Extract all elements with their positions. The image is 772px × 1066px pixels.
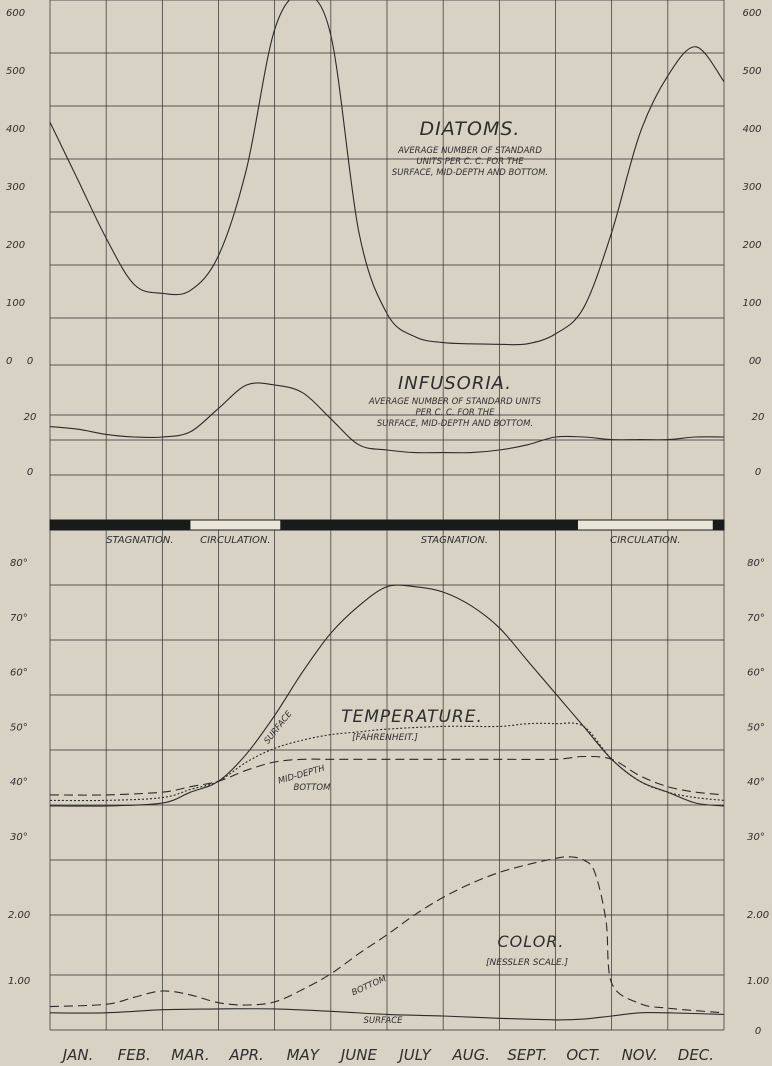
diatoms-ytick-left: 200: [6, 240, 25, 251]
temperature-ytick-right: 70°: [747, 613, 765, 624]
infusoria-ytick-right: 0: [755, 467, 761, 478]
infusoria-ytick-left: 0: [27, 356, 33, 367]
month-label: MAR.: [171, 1046, 209, 1064]
diatoms-ytick-left: 300: [6, 182, 25, 193]
diatoms-title: DIATOMS.: [420, 118, 521, 140]
month-label: JUNE: [338, 1046, 378, 1064]
infusoria-subtitle: AVERAGE NUMBER OF STANDARD UNITS: [368, 397, 542, 407]
diatoms-ytick-right: 300: [742, 182, 761, 193]
color-series-bottom: [49, 856, 725, 1014]
temperature-ytick-right: 80°: [747, 558, 765, 569]
season-bar: STAGNATION. CIRCULATION. STAGNATION. CIRCUL…: [49, 519, 725, 546]
temperature-series-mid-depth: [49, 722, 725, 802]
temperature-label-surface: SURFACE: [262, 709, 294, 746]
month-label: AUG.: [451, 1046, 490, 1064]
color-subtitle: [NESSLER SCALE.]: [486, 958, 569, 968]
temperature-ytick-left: 60°: [10, 668, 28, 679]
temperature-subtitle: [FAHRENHEIT.]: [352, 733, 418, 743]
infusoria-subtitle: PER C. C. FOR THE: [416, 408, 496, 418]
diatoms-ytick-left: 600: [6, 8, 25, 19]
color-title: COLOR.: [498, 932, 565, 951]
diatoms-ytick-left: 0: [6, 356, 12, 367]
month-label: JULY: [396, 1046, 432, 1064]
infusoria-series-line: [49, 382, 725, 454]
month-label: NOV.: [622, 1046, 658, 1064]
season-bar-stagnation: [712, 520, 724, 530]
temperature-series-bottom: [49, 755, 725, 796]
temperature-ytick-right: 40°: [747, 777, 765, 788]
temperature-ytick-left: 70°: [10, 613, 28, 624]
diatoms-subtitle: SURFACE, MID-DEPTH AND BOTTOM.: [392, 168, 548, 178]
month-label: SEPT.: [507, 1046, 547, 1064]
temperature-label-bottom: BOTTOM: [294, 783, 332, 793]
temperature-ytick-right: 30°: [747, 832, 765, 843]
temperature-ytick-right: 50°: [747, 722, 765, 733]
season-label: STAGNATION.: [106, 535, 173, 546]
temperature-ytick-left: 50°: [10, 722, 28, 733]
diatoms-series-line: [49, 0, 725, 346]
month-label: DEC.: [678, 1046, 714, 1064]
month-label: OCT.: [566, 1046, 600, 1064]
season-bar-stagnation: [50, 520, 191, 530]
month-label: APR.: [228, 1046, 264, 1064]
temperature-ytick-left: 40°: [10, 777, 28, 788]
infusoria-subtitle: SURFACE, MID-DEPTH AND BOTTOM.: [377, 419, 533, 429]
month-label: JAN.: [60, 1046, 94, 1064]
temperature-title: TEMPERATURE.: [341, 707, 483, 727]
diatoms-ytick-left: 400: [6, 124, 25, 135]
diatoms-ytick-left: 500: [6, 66, 25, 77]
temperature-ytick-right: 60°: [747, 668, 765, 679]
color-label-bottom: BOTTOM: [350, 974, 388, 998]
diatoms-subtitle: UNITS PER C. C. FOR THE: [416, 157, 524, 167]
season-label: CIRCULATION.: [200, 535, 270, 546]
season-label: CIRCULATION.: [610, 535, 680, 546]
color-ytick-left: 1.00: [8, 976, 30, 987]
infusoria-ytick-left: 0: [27, 467, 33, 478]
diatoms-ytick-right: 0: [749, 356, 755, 367]
color-ytick-right: 1.00: [747, 976, 769, 987]
diatoms-ytick-right: 600: [742, 8, 761, 19]
diatoms-ytick-left: 100: [6, 298, 25, 309]
infusoria-ytick-right: 0: [755, 356, 761, 367]
temperature-ytick-left: 80°: [10, 558, 28, 569]
temperature-ytick-left: 30°: [10, 832, 28, 843]
temperature-series-surface: [49, 584, 725, 807]
diatoms-subtitle: AVERAGE NUMBER OF STANDARD: [397, 146, 542, 156]
chart-series: [49, 0, 725, 1021]
color-label-surface: SURFACE: [363, 1016, 403, 1026]
color-ytick-left: 2.00: [8, 910, 30, 921]
infusoria-ytick-right: 20: [752, 412, 765, 423]
season-bar-stagnation: [280, 520, 578, 530]
infusoria-title: INFUSORIA.: [398, 373, 512, 394]
diatoms-ytick-right: 500: [742, 66, 761, 77]
season-label: STAGNATION.: [421, 535, 488, 546]
infusoria-ytick-left: 20: [24, 412, 37, 423]
diatoms-ytick-right: 100: [742, 298, 761, 309]
color-ytick-right: 0: [755, 1026, 761, 1037]
diatoms-ytick-right: 200: [742, 240, 761, 251]
month-label: MAY: [287, 1046, 321, 1064]
color-series-surface: [49, 1008, 725, 1021]
month-label: FEB.: [118, 1046, 151, 1064]
color-ytick-right: 2.00: [747, 910, 769, 921]
chart-grid: [49, 0, 725, 1031]
diatoms-ytick-right: 400: [742, 124, 761, 135]
